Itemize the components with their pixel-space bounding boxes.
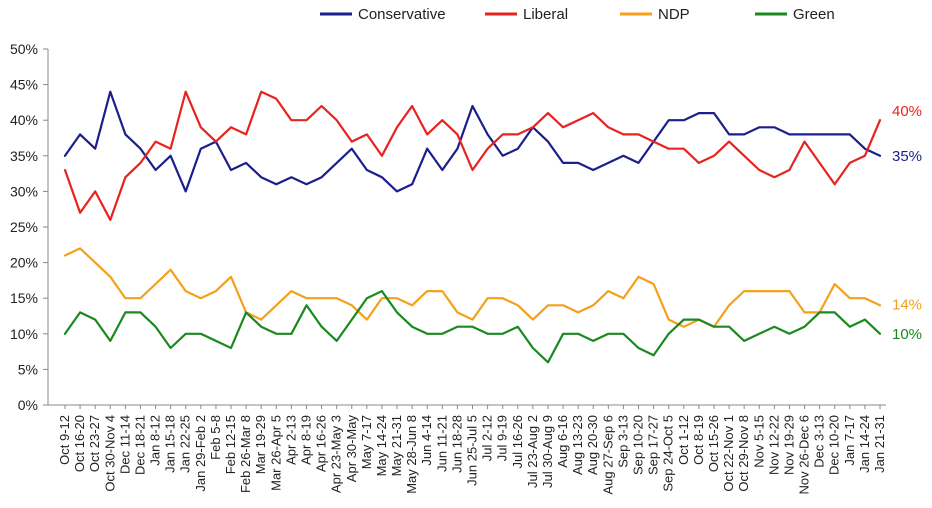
x-tick-label: Dec 11-14: [117, 415, 132, 474]
legend-label-ndp: NDP: [658, 6, 690, 23]
end-label-green: 10%: [892, 326, 922, 343]
x-tick-label: Nov 19-29: [781, 415, 796, 475]
x-tick-label: May 14-24: [374, 415, 389, 476]
x-tick-label: Jun 11-21: [434, 415, 449, 472]
y-tick-label: 30%: [10, 183, 38, 199]
x-tick-label: Oct 29-Nov 8: [736, 415, 751, 492]
x-tick-label: Jun 4-14: [419, 415, 434, 466]
x-tick-label: Aug 6-16: [555, 415, 570, 468]
x-tick-label: Feb 12-15: [223, 415, 238, 474]
x-tick-label: Sep 3-13: [615, 415, 630, 468]
x-tick-label: Jun 25-Jul 5: [465, 415, 480, 486]
x-tick-label: Apr 23-May 3: [329, 415, 344, 493]
legend-label-liberal: Liberal: [523, 6, 568, 23]
x-tick-label: Jun 18-28: [449, 415, 464, 473]
y-tick-label: 35%: [10, 148, 38, 164]
x-tick-label: Oct 15-26: [706, 415, 721, 472]
x-tick-label: Jul 2-12: [480, 415, 495, 461]
x-tick-label: Aug 20-30: [585, 415, 600, 475]
y-tick-label: 10%: [10, 326, 38, 342]
x-tick-label: Jul 9-19: [495, 415, 510, 461]
x-tick-label: Apr 30-May: [344, 415, 359, 483]
x-tick-label: Oct 16-20: [72, 415, 87, 472]
x-tick-label: Dec 10-20: [827, 415, 842, 475]
x-tick-label: Apr 16-26: [314, 415, 329, 472]
x-tick-label: Jan 14-24: [857, 415, 872, 473]
y-tick-label: 15%: [10, 290, 38, 306]
y-tick-label: 45%: [10, 77, 38, 93]
x-tick-label: Mar 19-29: [253, 415, 268, 474]
x-tick-label: Oct 22-Nov 1: [721, 415, 736, 492]
legend: Conservative Liberal NDP Green: [320, 6, 835, 23]
x-tick-label: Apr 8-19: [298, 415, 313, 465]
series-line-liberal: [63, 90, 882, 221]
x-tick-label: Jan 21-31: [872, 415, 887, 473]
x-tick-label: Apr 2-13: [283, 415, 298, 465]
y-tick-label: 40%: [10, 112, 38, 128]
x-tick-label: May 7-17: [359, 415, 374, 469]
x-tick-label: Jul 16-26: [510, 415, 525, 468]
series-line-ndp: [63, 247, 882, 328]
axes: 0%5%10%15%20%25%30%35%40%45%50%Oct 9-12 O…: [10, 41, 887, 495]
x-tick-label: May 28-Jun 8: [404, 415, 419, 494]
x-tick-label: Sep 17-27: [646, 415, 661, 475]
x-tick-label: Feb 26-Mar 8: [238, 415, 253, 493]
series-line-green: [63, 290, 882, 364]
x-tick-label: Feb 5-8: [208, 415, 223, 460]
end-labels: 35% 40% 14% 10%: [892, 103, 922, 343]
y-tick-label: 25%: [10, 219, 38, 235]
x-tick-label: Jul 23-Aug 2: [525, 415, 540, 488]
x-tick-label: Oct 23-27: [87, 415, 102, 472]
x-tick-label: Oct 9-12: [57, 415, 72, 465]
end-label-ndp: 14%: [892, 296, 922, 313]
series-line-conservative: [63, 90, 882, 193]
x-tick-label: Jan 15-18: [163, 415, 178, 473]
y-tick-label: 50%: [10, 41, 38, 57]
x-tick-label: Nov 26-Dec 6: [797, 415, 812, 494]
x-tick-label: Oct 1-12: [676, 415, 691, 465]
legend-label-green: Green: [793, 6, 835, 23]
x-tick-label: Oct 30-Nov 4: [102, 415, 117, 492]
x-tick-label: Jul 30-Aug 9: [540, 415, 555, 488]
end-label-conservative: 35%: [892, 148, 922, 165]
x-tick-label: Sep 10-20: [631, 415, 646, 475]
x-tick-label: Jan 7-17: [842, 415, 857, 466]
x-tick-label: Nov 5-15: [751, 415, 766, 468]
y-tick-label: 5%: [18, 361, 38, 377]
x-tick-label: Oct 8-19: [691, 415, 706, 465]
x-tick-label: Jan 29-Feb 2: [193, 415, 208, 492]
x-tick-label: Aug 27-Sep 6: [600, 415, 615, 495]
x-tick-label: Dec 18-21: [132, 415, 147, 475]
end-label-liberal: 40%: [892, 103, 922, 120]
series-lines: [63, 90, 882, 364]
x-tick-label: Mar 26-Apr 5: [268, 415, 283, 491]
x-tick-label: Jan 8-12: [148, 415, 163, 466]
x-tick-label: Nov 12-22: [766, 415, 781, 475]
x-tick-label: Sep 24-Oct 5: [661, 415, 676, 492]
y-tick-label: 20%: [10, 255, 38, 271]
y-tick-label: 0%: [18, 397, 38, 413]
x-tick-label: Dec 3-13: [812, 415, 827, 468]
legend-label-conservative: Conservative: [358, 6, 446, 23]
x-tick-label: Jan 22-25: [178, 415, 193, 473]
x-tick-label: Aug 13-23: [570, 415, 585, 475]
x-tick-label: May 21-31: [389, 415, 404, 476]
